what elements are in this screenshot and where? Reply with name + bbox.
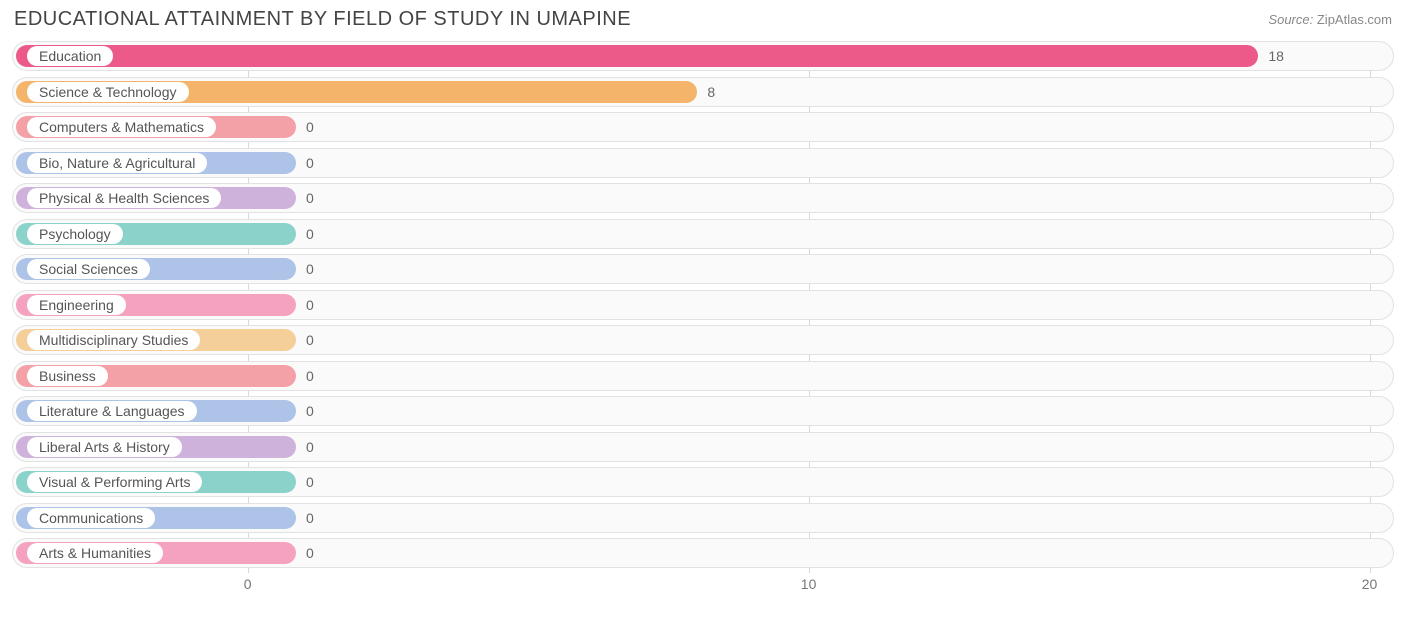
value-label: 0 [306, 226, 314, 242]
bar-row: Visual & Performing Arts 0 [12, 467, 1394, 497]
value-label: 0 [306, 474, 314, 490]
value-label: 8 [707, 84, 715, 100]
category-label: Education [27, 46, 113, 66]
category-label: Business [27, 366, 108, 386]
category-label: Communications [27, 508, 155, 528]
bar-row: Science & Technology 8 [12, 77, 1394, 107]
bar-row: Bio, Nature & Agricultural 0 [12, 148, 1394, 178]
category-label: Multidisciplinary Studies [27, 330, 200, 350]
category-label: Physical & Health Sciences [27, 188, 221, 208]
bar-fill [16, 45, 1258, 67]
x-tick-label: 10 [801, 576, 817, 592]
bar-row: Psychology 0 [12, 219, 1394, 249]
chart-title: EDUCATIONAL ATTAINMENT BY FIELD OF STUDY… [14, 8, 631, 31]
bar-row: Physical & Health Sciences 0 [12, 183, 1394, 213]
bar-row: Multidisciplinary Studies 0 [12, 325, 1394, 355]
value-label: 0 [306, 368, 314, 384]
x-axis: 0 10 20 [12, 574, 1394, 598]
chart-area: Education 18 Science & Technology 8 Computer… [12, 41, 1394, 601]
chart-header: EDUCATIONAL ATTAINMENT BY FIELD OF STUDY… [0, 0, 1406, 35]
value-label: 0 [306, 439, 314, 455]
value-label: 0 [306, 332, 314, 348]
value-label: 0 [306, 403, 314, 419]
bar-row: Liberal Arts & History 0 [12, 432, 1394, 462]
category-label: Arts & Humanities [27, 543, 163, 563]
category-label: Visual & Performing Arts [27, 472, 202, 492]
bar-row: Arts & Humanities 0 [12, 538, 1394, 568]
bar-row: Business 0 [12, 361, 1394, 391]
value-label: 0 [306, 545, 314, 561]
bars-container: Education 18 Science & Technology 8 Computer… [12, 41, 1394, 568]
value-label: 0 [306, 190, 314, 206]
bar-row: Education 18 [12, 41, 1394, 71]
source-label: Source: [1268, 12, 1313, 27]
category-label: Bio, Nature & Agricultural [27, 153, 207, 173]
source-value: ZipAtlas.com [1317, 12, 1392, 27]
bar-row: Communications 0 [12, 503, 1394, 533]
category-label: Engineering [27, 295, 126, 315]
category-label: Computers & Mathematics [27, 117, 216, 137]
value-label: 0 [306, 155, 314, 171]
category-label: Literature & Languages [27, 401, 197, 421]
bar-row: Literature & Languages 0 [12, 396, 1394, 426]
category-label: Liberal Arts & History [27, 437, 182, 457]
category-label: Science & Technology [27, 82, 189, 102]
bar-row: Engineering 0 [12, 290, 1394, 320]
bar-row: Computers & Mathematics 0 [12, 112, 1394, 142]
value-label: 0 [306, 297, 314, 313]
category-label: Psychology [27, 224, 123, 244]
chart-source: Source: ZipAtlas.com [1268, 12, 1392, 27]
x-tick-label: 20 [1362, 576, 1378, 592]
category-label: Social Sciences [27, 259, 150, 279]
value-label: 18 [1268, 48, 1284, 64]
value-label: 0 [306, 261, 314, 277]
value-label: 0 [306, 510, 314, 526]
x-tick-label: 0 [244, 576, 252, 592]
value-label: 0 [306, 119, 314, 135]
bar-row: Social Sciences 0 [12, 254, 1394, 284]
